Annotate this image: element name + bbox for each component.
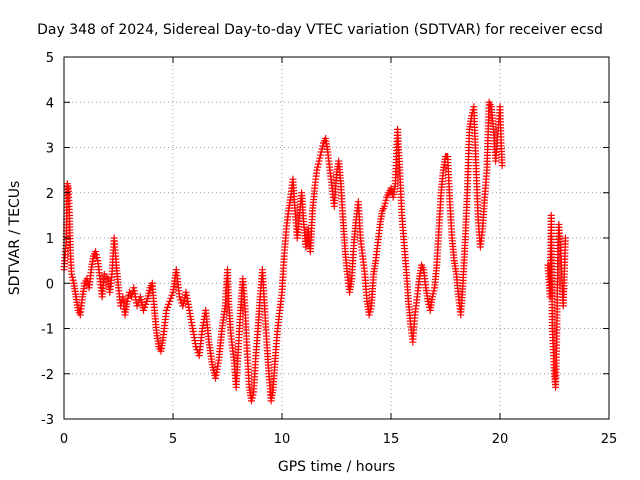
data-point-interp	[167, 294, 175, 302]
data-point-interp	[168, 291, 176, 299]
data-point	[313, 166, 321, 174]
y-tick-label: 1	[46, 232, 54, 247]
data-point-interp	[93, 254, 101, 262]
data-point-interp	[124, 294, 132, 302]
data-point-interp	[142, 300, 150, 308]
data-point	[247, 397, 255, 405]
data-point	[315, 157, 323, 165]
data-point-interp	[141, 303, 149, 311]
data-point-interp	[314, 160, 322, 168]
chart-title: Day 348 of 2024, Sidereal Day-to-day VTE…	[37, 22, 603, 38]
y-tick-label: 2	[46, 187, 54, 202]
x-tick-label: 20	[492, 432, 509, 447]
data-point-interp	[429, 290, 437, 298]
data-point-interp	[314, 163, 322, 171]
x-axis-label: GPS time / hours	[278, 459, 395, 475]
data-point	[387, 184, 395, 192]
grid-lines	[64, 57, 609, 419]
data-point-interp	[69, 276, 77, 284]
x-tick-label: 10	[274, 432, 291, 447]
y-tick-label: 5	[46, 51, 54, 66]
y-tick-label: 0	[46, 277, 54, 292]
data-point	[68, 270, 76, 278]
x-tick-label: 15	[383, 432, 400, 447]
data-point-interp	[366, 308, 374, 316]
y-tick-label: -1	[41, 323, 54, 338]
data-point-interp	[248, 394, 256, 402]
data-point-interp	[319, 142, 327, 150]
data-point	[365, 311, 373, 319]
data-point-interp	[367, 305, 375, 313]
data-point-interp	[164, 303, 172, 311]
data-point	[380, 202, 388, 210]
data-point	[140, 306, 148, 314]
y-axis-label: SDTVAR / TECUs	[7, 181, 23, 296]
x-tick-label: 25	[601, 432, 618, 447]
y-tick-label: -3	[41, 413, 54, 428]
data-point	[162, 306, 170, 314]
data-point-interp	[317, 151, 325, 159]
data-point-interp	[165, 300, 173, 308]
data-point	[498, 162, 506, 170]
data-point-interp	[249, 391, 257, 399]
data-point	[133, 302, 141, 310]
x-tick-label: 0	[60, 432, 68, 447]
data-point-interp	[381, 199, 389, 207]
data-point-interp	[68, 273, 76, 281]
data-point-interp	[92, 251, 100, 259]
x-tick-label: 5	[169, 432, 177, 447]
data-point	[166, 297, 174, 305]
y-tick-label: 4	[46, 96, 54, 111]
y-tick-label: -2	[41, 368, 54, 383]
data-point	[317, 148, 325, 156]
data-point	[176, 293, 184, 301]
data-point	[123, 297, 131, 305]
axis-ticks	[63, 56, 610, 420]
data-series-sdtvar	[60, 98, 569, 405]
y-tick-label: 3	[46, 142, 54, 157]
data-point	[424, 297, 432, 305]
tick-labels: 0 5 10 15 20 25 -3 -2 -1 0 1 2 3 4 5	[41, 51, 617, 447]
data-point-interp	[382, 196, 390, 204]
data-point-interp	[430, 287, 438, 295]
data-point-interp	[316, 154, 324, 162]
data-point	[561, 234, 569, 242]
data-point	[428, 293, 436, 301]
data-point	[92, 248, 100, 256]
